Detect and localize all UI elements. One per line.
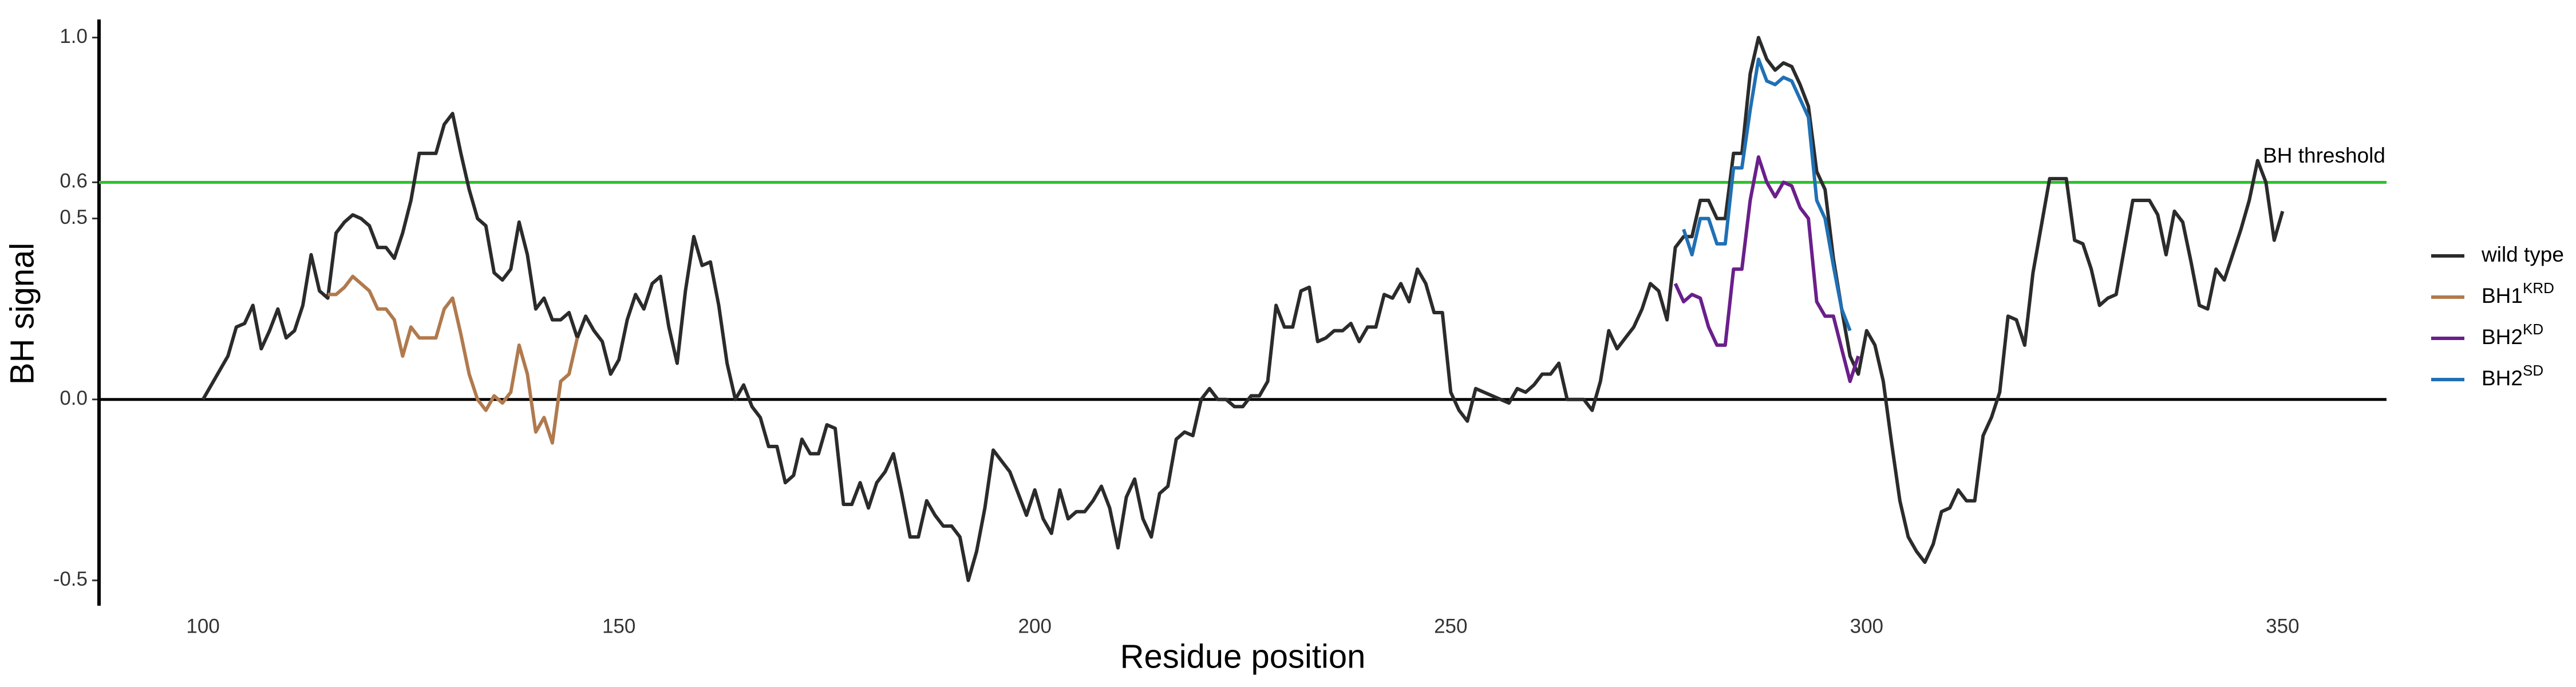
legend-name: BH2: [2482, 325, 2523, 349]
x-tick-label: 100: [186, 615, 219, 637]
legend-label: wild type: [2481, 243, 2564, 266]
legend-superscript: KRD: [2523, 279, 2554, 297]
legend-name: BH1: [2482, 284, 2523, 307]
legend-label: BH2KD: [2482, 321, 2543, 349]
x-axis-title: Residue position: [1120, 638, 1366, 675]
y-tick-label: 1.0: [60, 25, 88, 48]
legend-superscript: SD: [2523, 362, 2543, 379]
legend-name: wild type: [2481, 243, 2564, 266]
legend-label: BH2SD: [2482, 362, 2543, 390]
y-tick-label: 0.0: [60, 387, 88, 409]
x-tick-label: 350: [2266, 615, 2299, 637]
y-axis-title: BH signal: [3, 243, 41, 385]
legend-superscript: KD: [2523, 321, 2543, 338]
x-tick-label: 300: [1850, 615, 1883, 637]
x-tick-label: 200: [1018, 615, 1052, 637]
y-tick-label: 0.5: [60, 206, 88, 228]
y-tick-label: -0.5: [53, 568, 88, 590]
legend-label: BH1KRD: [2482, 279, 2554, 307]
series-line: [1673, 155, 1860, 384]
y-tick-label: 0.6: [60, 170, 88, 192]
series-line: [202, 35, 2285, 582]
x-tick-label: 150: [602, 615, 635, 637]
x-tick-label: 250: [1434, 615, 1467, 637]
reference-label: BH threshold: [2263, 144, 2385, 167]
series-line: [1682, 57, 1852, 331]
legend-name: BH2: [2482, 366, 2523, 390]
series-line: [327, 274, 579, 445]
